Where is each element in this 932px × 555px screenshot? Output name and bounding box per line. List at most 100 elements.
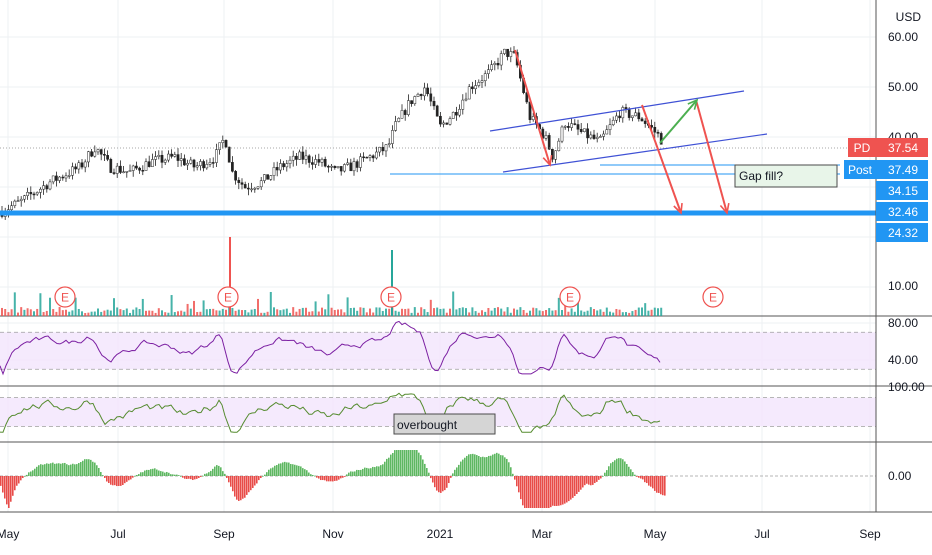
volume-bar (580, 310, 583, 316)
earnings-marker-circle (217, 286, 239, 308)
price-axis[interactable]: USD 60.00 50.00 40.00 10.00 80.00 40.00 … (875, 0, 925, 512)
osc-bar (322, 476, 324, 481)
volume-bar (295, 311, 298, 316)
volume-bar (356, 310, 359, 316)
candle-body (87, 151, 90, 163)
volume-bar (253, 308, 256, 316)
osc-bar (320, 476, 322, 481)
volume-bar (90, 311, 93, 316)
volume-bar (465, 308, 467, 316)
volume-bar (535, 308, 538, 316)
osc-bar (74, 464, 76, 476)
volume-bar (644, 303, 647, 316)
osc-bar (94, 462, 96, 476)
osc-bar (438, 476, 440, 493)
volume-bar (145, 310, 147, 316)
osc-bar (412, 450, 414, 476)
candle-body (307, 155, 311, 163)
gap-fill-box[interactable] (734, 164, 838, 188)
time-axis[interactable]: May Jul Sep Nov 2021 Mar May Jul Sep (0, 511, 932, 541)
osc-bar (410, 450, 412, 476)
candle-body (381, 146, 385, 152)
osc-bar (644, 476, 646, 483)
candle-body (464, 98, 468, 101)
volume-bar (186, 303, 189, 316)
osc-bar (492, 454, 494, 476)
osc-bar (414, 450, 416, 476)
overbought-label: overbought (397, 418, 458, 432)
candle-body (58, 176, 61, 181)
volume-bar (301, 307, 304, 316)
osc-bar (230, 476, 232, 487)
osc-bar (504, 457, 506, 476)
osc-bar (306, 470, 308, 476)
volume-bar (375, 307, 378, 316)
volume-bar (564, 297, 567, 316)
candle-body (122, 171, 125, 174)
candle-body (458, 109, 461, 116)
candle-body (285, 163, 289, 168)
osc-bar (50, 463, 52, 476)
volume-bar (209, 308, 211, 316)
osc-bar (52, 462, 54, 476)
osc-bar (512, 473, 514, 476)
osc-bar (10, 476, 12, 502)
osc-bar (148, 469, 150, 476)
osc-bar (296, 465, 298, 476)
osc-bar (244, 476, 246, 498)
osc-bar (552, 476, 554, 506)
osc-bar (304, 469, 306, 476)
volume-bar (503, 311, 506, 316)
volume-bar (321, 307, 323, 316)
volume-bar (148, 310, 151, 316)
osc-bar (316, 476, 318, 478)
candle-body (653, 126, 657, 133)
volume-bar (4, 309, 7, 316)
candle-body (474, 85, 477, 90)
trend-drawings (0, 49, 876, 216)
osc-bar (4, 476, 6, 499)
volume-bar (394, 310, 397, 316)
osc-bar (134, 475, 136, 477)
volume-bar (161, 310, 163, 316)
osc-bar (60, 463, 62, 476)
candle-body (570, 123, 573, 128)
osc-bar (664, 476, 666, 496)
osc-bar (278, 463, 280, 476)
osc-bar (110, 476, 112, 485)
candle-body (71, 166, 74, 176)
candle-body (138, 167, 141, 171)
candle-body (176, 154, 180, 161)
volume-bar (413, 307, 416, 316)
osc-bar (30, 471, 32, 476)
osc-bar (550, 476, 552, 508)
arrow-down-2 (641, 104, 682, 214)
candle-body (211, 162, 215, 164)
osc-bar (350, 471, 352, 476)
osc-bar (656, 476, 658, 493)
volume-bar (468, 312, 471, 316)
osc-bar (324, 476, 326, 481)
candle-body (416, 93, 420, 97)
osc-bar (22, 476, 24, 479)
osc-bar (124, 476, 126, 484)
osc-bar (290, 463, 292, 476)
osc-bar (170, 474, 172, 476)
osc-bar (340, 476, 342, 479)
candle-body (29, 192, 33, 195)
overbought-box[interactable] (393, 413, 496, 435)
volume-bar (199, 311, 202, 316)
volume-bar (401, 308, 403, 316)
volume-bar (423, 309, 426, 316)
volume-bar (273, 307, 275, 316)
volume-bar (490, 310, 493, 316)
candle-body (618, 115, 621, 119)
osc-bar (162, 471, 164, 476)
volume-bar (653, 307, 656, 316)
level-tag-box (876, 181, 928, 200)
osc-bar (354, 471, 356, 476)
candle-body (557, 140, 561, 152)
candle-body (439, 115, 442, 125)
osc-bar (268, 469, 270, 476)
osc-bar (628, 466, 630, 476)
